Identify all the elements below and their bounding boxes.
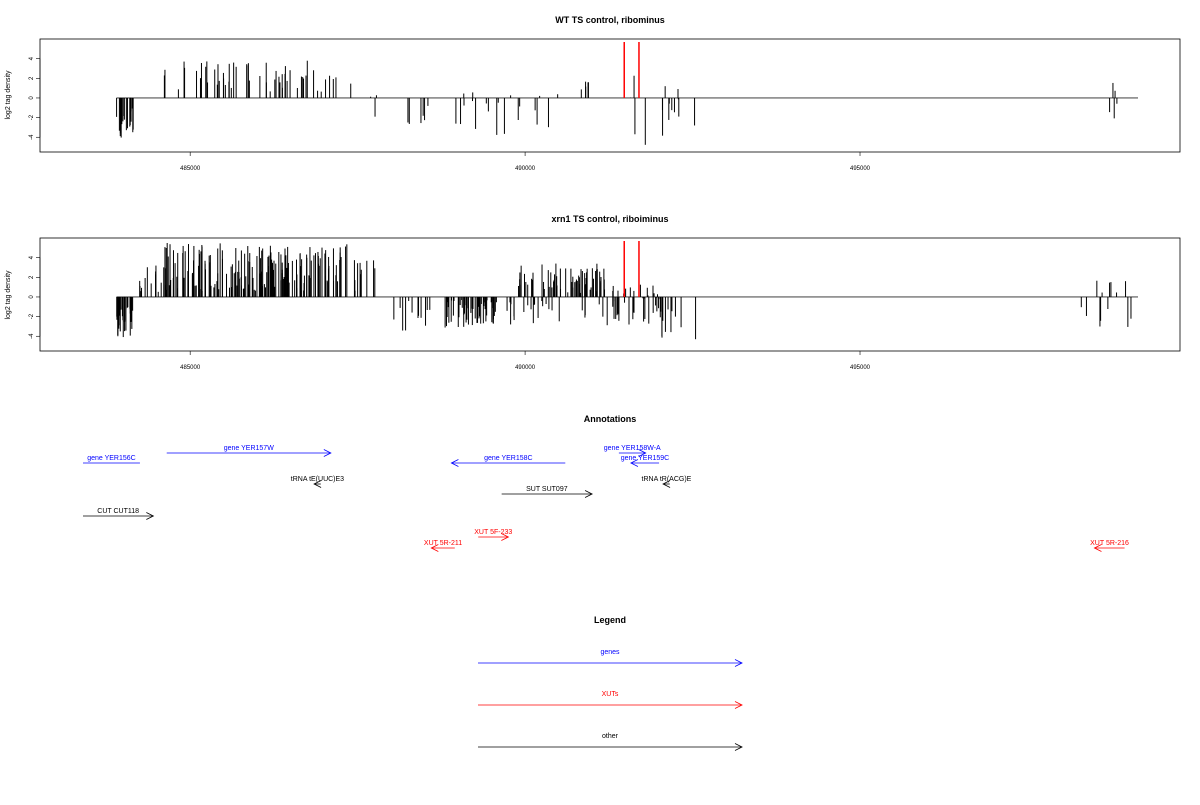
annotation-feature: tRNA tE(UUC)E3 bbox=[291, 476, 344, 488]
x-tick-label: 495000 bbox=[850, 166, 871, 172]
legend-item-other: other bbox=[478, 733, 743, 751]
annotation-feature: CUT CUT118 bbox=[83, 508, 155, 520]
annotation-feature: gene YER157W bbox=[166, 445, 332, 457]
y-tick-label: 0 bbox=[29, 295, 35, 299]
legend-arrowhead bbox=[734, 659, 743, 667]
annotation-arrowhead bbox=[662, 480, 671, 488]
legend-panel: Legend genes XUTs other bbox=[478, 615, 743, 751]
annotation-arrowhead bbox=[501, 533, 510, 541]
xrn1-track-panel: xrn1 TS control, riboiminus log2 tag den… bbox=[5, 214, 1181, 371]
wt-track-ylabel: log2 tag density bbox=[5, 70, 12, 120]
annotation-label: XUT 5R-211 bbox=[424, 540, 462, 547]
annotation-label: XUT 5F-233 bbox=[474, 529, 512, 536]
x-tick-label: 490000 bbox=[515, 365, 536, 371]
x-axis: 485000 490000 495000 bbox=[180, 152, 871, 172]
annotation-arrowhead bbox=[313, 480, 322, 488]
annotations-panel: Annotations gene YER156C gene YER157W gene… bbox=[83, 414, 1129, 552]
legend-label: XUTs bbox=[602, 691, 619, 698]
wt-track-title: WT TS control, ribominus bbox=[555, 15, 665, 25]
annotation-feature: XUT 5R-211 bbox=[424, 540, 462, 552]
legend-item-xuts: XUTs bbox=[478, 691, 743, 709]
legend-item-genes: genes bbox=[478, 649, 743, 667]
legend-title: Legend bbox=[594, 615, 626, 625]
annotation-label: gene YER158W-A bbox=[604, 445, 661, 452]
annotation-feature: SUT SUT097 bbox=[501, 486, 593, 498]
x-tick-label: 485000 bbox=[180, 365, 201, 371]
annotation-arrowhead bbox=[638, 449, 647, 457]
annotation-label: SUT SUT097 bbox=[526, 486, 568, 493]
annotations-title: Annotations bbox=[584, 414, 637, 424]
x-tick-label: 485000 bbox=[180, 166, 201, 172]
y-tick-label: -4 bbox=[29, 333, 35, 339]
plot-frame bbox=[39, 38, 1181, 153]
annotation-feature: XUT 5F-233 bbox=[474, 529, 512, 541]
annotation-label: tRNA tE(UUC)E3 bbox=[291, 476, 344, 483]
annotation-arrowhead bbox=[584, 490, 593, 498]
annotation-arrowhead bbox=[430, 544, 439, 552]
y-tick-label: 0 bbox=[29, 96, 35, 100]
legend-arrowhead bbox=[734, 701, 743, 709]
annotation-label: gene YER158C bbox=[484, 455, 533, 462]
x-tick-label: 495000 bbox=[850, 365, 871, 371]
annotation-feature: gene YER156C bbox=[83, 455, 140, 464]
annotation-feature: gene YER159C bbox=[621, 455, 670, 467]
annotation-arrowhead bbox=[450, 459, 459, 467]
y-tick-label: 2 bbox=[29, 275, 35, 279]
y-tick-label: -2 bbox=[29, 114, 35, 120]
annotation-label: gene YER157W bbox=[224, 445, 274, 452]
annotation-feature: gene YER158W-A bbox=[604, 445, 661, 457]
annotation-arrowhead bbox=[146, 512, 155, 520]
y-axis: -4 -2 0 2 4 bbox=[29, 56, 41, 140]
x-axis: 485000 490000 495000 bbox=[180, 351, 871, 371]
legend-arrowhead bbox=[734, 743, 743, 751]
y-tick-label: -4 bbox=[29, 134, 35, 140]
legend-label: other bbox=[602, 733, 619, 740]
annotation-label: CUT CUT118 bbox=[97, 508, 139, 515]
annotation-arrowhead bbox=[323, 449, 332, 457]
annotation-label: gene YER156C bbox=[87, 455, 136, 462]
annotation-feature: gene YER158C bbox=[450, 455, 566, 467]
y-tick-label: 4 bbox=[29, 255, 35, 259]
xrn1-track-ylabel: log2 tag density bbox=[5, 270, 12, 320]
y-tick-label: -2 bbox=[29, 313, 35, 319]
annotation-arrowhead bbox=[1093, 544, 1102, 552]
annotation-arrowhead bbox=[630, 459, 639, 467]
legend-label: genes bbox=[600, 649, 620, 656]
annotation-feature: XUT 5R-216 bbox=[1090, 540, 1129, 552]
xrn1-track-title: xrn1 TS control, riboiminus bbox=[551, 214, 668, 224]
annotation-label: gene YER159C bbox=[621, 455, 670, 462]
annotation-label: tRNA tR(ACG)E bbox=[642, 476, 692, 483]
wt-track-panel: WT TS control, ribominus log2 tag densit… bbox=[5, 15, 1181, 172]
annotation-label: XUT 5R-216 bbox=[1090, 540, 1129, 547]
y-axis: -4 -2 0 2 4 bbox=[29, 255, 41, 339]
density-bars bbox=[116, 60, 1118, 145]
density-bars bbox=[116, 243, 1132, 340]
y-tick-label: 4 bbox=[29, 56, 35, 60]
x-tick-label: 490000 bbox=[515, 166, 536, 172]
annotation-feature: tRNA tR(ACG)E bbox=[642, 476, 692, 488]
y-tick-label: 2 bbox=[29, 76, 35, 80]
